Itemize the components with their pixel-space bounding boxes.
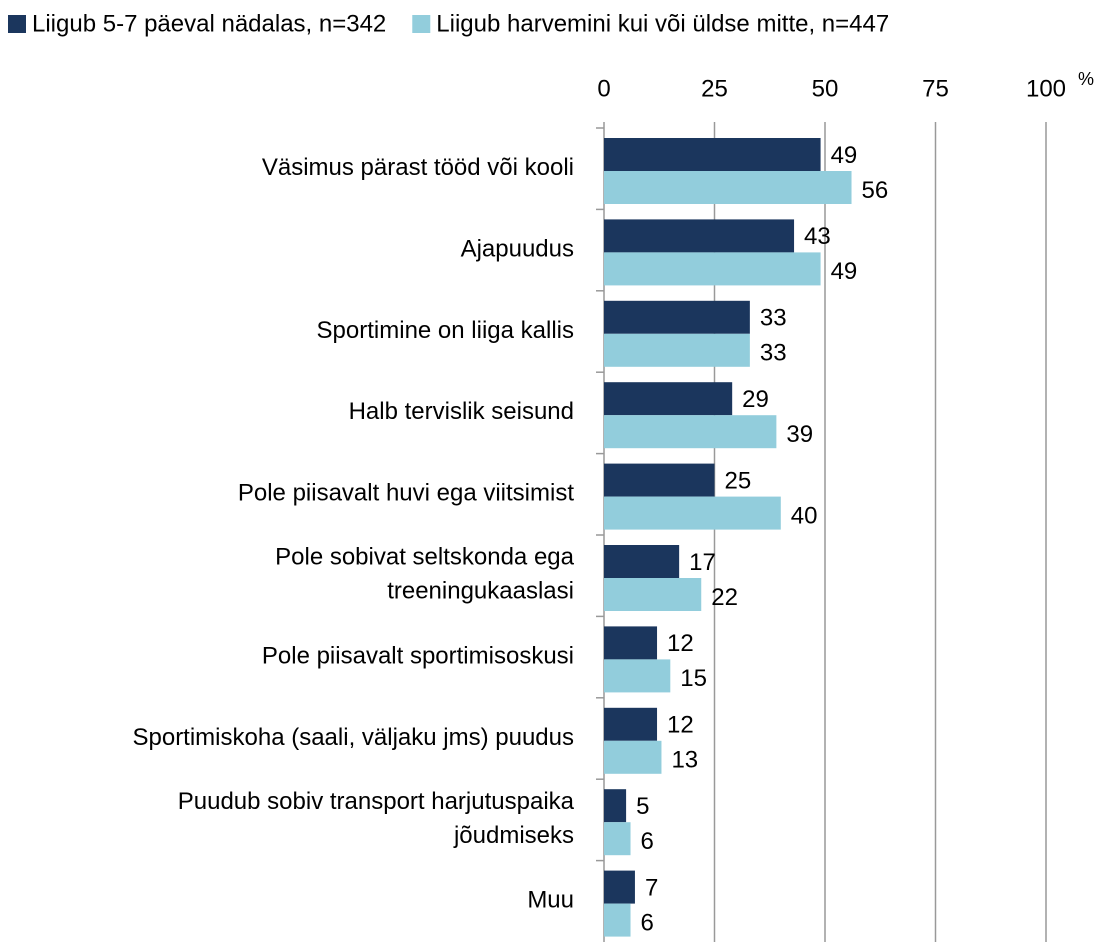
y-tick-label: Halb tervislik seisund <box>349 398 574 425</box>
data-label: 49 <box>831 142 858 169</box>
data-label: 49 <box>831 258 858 285</box>
legend: Liigub 5-7 päeval nädalas, n=342 Liigub h… <box>8 10 889 37</box>
data-label: 33 <box>760 305 787 332</box>
y-tick-label: Väsimus pärast tööd või kooli <box>262 154 574 181</box>
bar <box>604 300 750 334</box>
data-label: 22 <box>711 584 738 611</box>
bar <box>604 333 750 367</box>
data-label: 29 <box>742 386 769 413</box>
x-tick-label: 25 <box>701 75 728 102</box>
bar <box>604 903 631 937</box>
data-label: 17 <box>689 549 716 576</box>
legend-swatch <box>412 15 431 33</box>
x-tick-label: 100 <box>1026 75 1066 102</box>
bar <box>604 578 702 611</box>
bar <box>604 707 658 741</box>
bar <box>604 659 671 693</box>
bar <box>604 138 821 171</box>
bar <box>604 545 680 578</box>
data-label: 25 <box>725 467 752 494</box>
legend-label: Liigub 5-7 päeval nädalas, n=342 <box>32 10 386 37</box>
bar <box>604 382 733 416</box>
data-label: 15 <box>680 665 707 692</box>
data-label: 40 <box>791 502 818 529</box>
bar <box>604 415 777 449</box>
data-label: 13 <box>671 747 698 774</box>
bar <box>604 496 781 530</box>
bar <box>604 789 627 823</box>
y-tick-label: Pole sobivat seltskonda ega treeningukaas… <box>275 544 575 605</box>
y-tick-label: Muu <box>527 887 574 914</box>
data-label: 56 <box>862 177 889 204</box>
y-tick-label: Pole piisavalt sportimisoskusi <box>262 642 574 669</box>
bar <box>604 626 658 660</box>
data-label: 33 <box>760 340 787 367</box>
data-label: 6 <box>641 909 654 936</box>
legend-label: Liigub harvemini kui või üldse mitte, n=… <box>436 10 889 37</box>
x-tick-label: 75 <box>922 75 949 102</box>
legend-swatch <box>8 15 26 33</box>
data-label: 12 <box>667 712 694 739</box>
bar <box>604 219 795 253</box>
y-tick-label: Sportimiskoha (saali, väljaku jms) puudu… <box>132 724 574 751</box>
y-tick-label: Ajapuudus <box>461 235 574 262</box>
bar <box>604 463 715 497</box>
data-label: 6 <box>641 828 654 855</box>
y-tick-label: Puudub sobiv transport harjutuspaika jõud… <box>178 788 575 849</box>
y-tick-label: Sportimine on liiga kallis <box>317 317 574 344</box>
bar <box>604 822 631 856</box>
bar <box>604 171 852 204</box>
x-unit: % <box>1078 69 1094 89</box>
data-label: 7 <box>645 874 658 901</box>
bar <box>604 870 635 904</box>
data-label: 39 <box>786 421 813 448</box>
data-label: 5 <box>636 793 649 820</box>
y-tick-label: Pole piisavalt huvi ega viitsimist <box>238 480 574 507</box>
data-label: 43 <box>804 223 831 250</box>
x-tick-label: 0 <box>597 75 610 102</box>
x-tick-label: 50 <box>812 75 839 102</box>
bar <box>604 740 662 774</box>
bar <box>604 252 821 286</box>
data-label: 12 <box>667 630 694 657</box>
